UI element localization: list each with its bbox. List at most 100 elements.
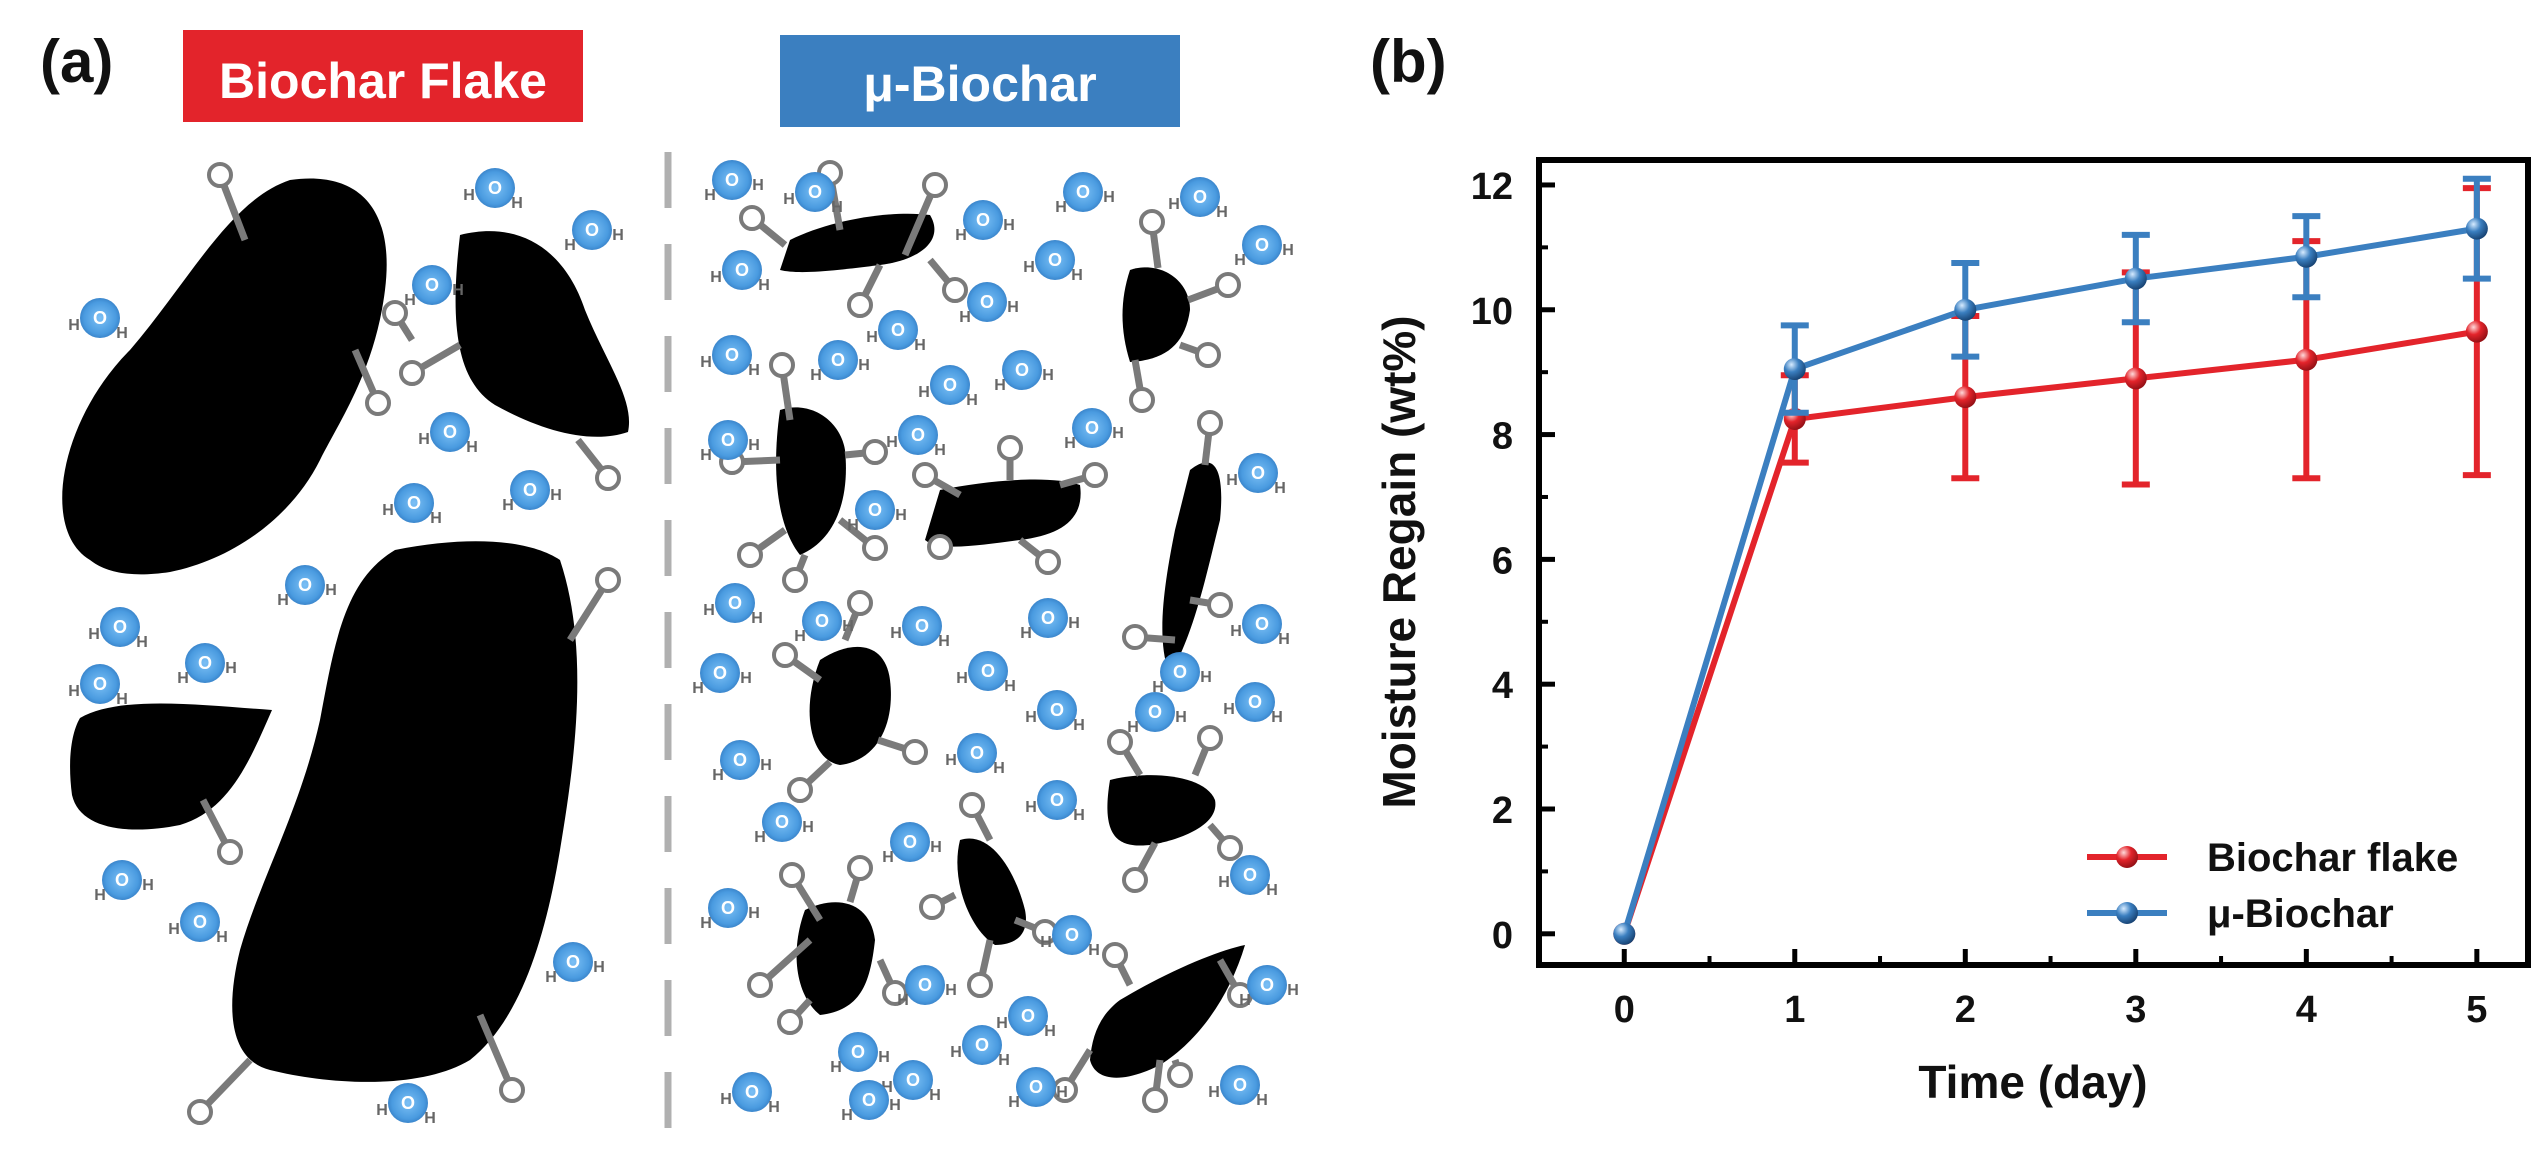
water-oxygen-circle	[818, 340, 858, 380]
hydroxyl-group	[476, 1013, 525, 1103]
water-oxygen-label: O	[943, 375, 957, 395]
micro-biochar-title: μ-Biochar	[863, 56, 1096, 112]
water-hydrogen-label: H	[463, 187, 475, 204]
water-hydrogen-label: H	[177, 670, 189, 687]
water-molecule: OHH	[810, 340, 870, 384]
water-oxygen-label: O	[862, 1090, 876, 1110]
water-oxygen-label: O	[831, 350, 845, 370]
panel-b-label: (b)	[1370, 28, 1447, 95]
water-hydrogen-label: H	[1256, 1092, 1268, 1109]
water-hydrogen-label: H	[1287, 982, 1299, 999]
water-oxygen-circle	[708, 420, 748, 460]
water-oxygen-label: O	[721, 430, 735, 450]
water-molecule: OHH	[882, 822, 942, 866]
water-oxygen-label: O	[1041, 608, 1055, 628]
water-molecule: OHH	[1055, 172, 1115, 216]
water-hydrogen-label: H	[1175, 709, 1187, 726]
water-hydrogen-label: H	[382, 502, 394, 519]
biochar-flake-particles	[62, 178, 630, 1082]
water-hydrogen-label: H	[889, 1097, 901, 1114]
y-tick-label: 6	[1492, 540, 1513, 582]
water-hydrogen-label: H	[751, 610, 763, 627]
water-molecule: OHH	[847, 490, 907, 534]
water-hydrogen-label: H	[897, 992, 909, 1009]
hydroxyl-oxygen-ring	[737, 542, 763, 568]
water-oxygen-circle	[1180, 177, 1220, 217]
micro-particle-10	[1090, 945, 1245, 1078]
hydroxyl-group	[382, 300, 415, 342]
water-hydrogen-label: H	[1044, 1023, 1056, 1040]
hydroxyl-oxygen-ring	[595, 465, 621, 491]
water-hydrogen-label: H	[768, 1099, 780, 1116]
water-hydrogen-label: H	[1055, 199, 1067, 216]
hydroxyl-group	[876, 958, 908, 1006]
legend-item-1: μ-Biochar	[2087, 892, 2394, 936]
data-point	[1954, 386, 1977, 409]
water-oxygen-label: O	[425, 275, 439, 295]
water-molecule: OHH	[841, 1080, 901, 1124]
water-oxygen-label: O	[1243, 865, 1257, 885]
hydroxyl-group	[399, 341, 462, 386]
hydroxyl-oxygen-ring	[922, 172, 948, 198]
hydroxyl-group	[844, 439, 888, 465]
hydroxyl-oxygen-ring	[1122, 867, 1148, 893]
water-hydrogen-label: H	[1271, 709, 1283, 726]
water-hydrogen-label: H	[216, 929, 228, 946]
hydroxyl-group	[1178, 341, 1221, 368]
water-hydrogen-label: H	[1152, 679, 1164, 696]
water-oxygen-label: O	[1029, 1077, 1043, 1097]
water-oxygen-label: O	[981, 661, 995, 681]
water-hydrogen-label: H	[68, 317, 80, 334]
water-hydrogen-label: H	[748, 905, 760, 922]
hydroxyl-oxygen-ring	[1195, 342, 1221, 368]
water-hydrogen-label: H	[418, 431, 430, 448]
water-hydrogen-label: H	[1266, 882, 1278, 899]
water-oxygen-label: O	[735, 260, 749, 280]
micro-particle-1	[780, 213, 935, 273]
water-oxygen-label: O	[443, 422, 457, 442]
hydroxyl-oxygen-ring	[997, 435, 1023, 461]
hydroxyl-group	[1017, 537, 1061, 575]
hydroxyl-group	[779, 862, 823, 922]
water-hydrogen-label: H	[550, 487, 562, 504]
water-hydrogen-label: H	[1056, 1084, 1068, 1101]
water-oxygen-label: O	[775, 812, 789, 832]
water-hydrogen-label: H	[68, 683, 80, 700]
hydroxyl-oxygen-ring	[1122, 624, 1148, 650]
water-hydrogen-label: H	[700, 447, 712, 464]
micro-particle-4	[925, 479, 1081, 547]
water-hydrogen-label: H	[1064, 435, 1076, 452]
water-oxygen-label: O	[915, 616, 929, 636]
water-oxygen-label: O	[733, 750, 747, 770]
series-1	[1613, 175, 2491, 945]
hydroxyl-oxygen-ring	[1129, 387, 1155, 413]
hydroxyl-group	[927, 257, 968, 303]
water-hydrogen-label: H	[424, 1110, 436, 1127]
data-point	[1783, 358, 1806, 381]
hydroxyl-oxygen-ring	[919, 894, 945, 920]
hydroxyl-group	[841, 590, 873, 642]
water-hydrogen-label: H	[1103, 189, 1115, 206]
water-oxygen-circle	[722, 250, 762, 290]
hydroxyl-oxygen-ring	[902, 739, 928, 765]
biochar-flake-title: Biochar Flake	[219, 53, 547, 109]
water-oxygen-label: O	[745, 1082, 759, 1102]
hydroxyl-group	[787, 759, 833, 803]
water-oxygen-label: O	[1255, 614, 1269, 634]
flake-particle-4	[232, 541, 578, 1082]
water-oxygen-label: O	[566, 952, 580, 972]
water-hydrogen-label: H	[88, 626, 100, 643]
water-hydrogen-label: H	[1168, 196, 1180, 213]
water-hydrogen-label: H	[966, 392, 978, 409]
water-oxygen-circle	[849, 1080, 889, 1120]
water-oxygen-circle	[1035, 240, 1075, 280]
water-oxygen-circle	[1037, 780, 1077, 820]
hydroxyl-oxygen-ring	[882, 980, 908, 1006]
water-molecule: OHH	[700, 420, 760, 464]
